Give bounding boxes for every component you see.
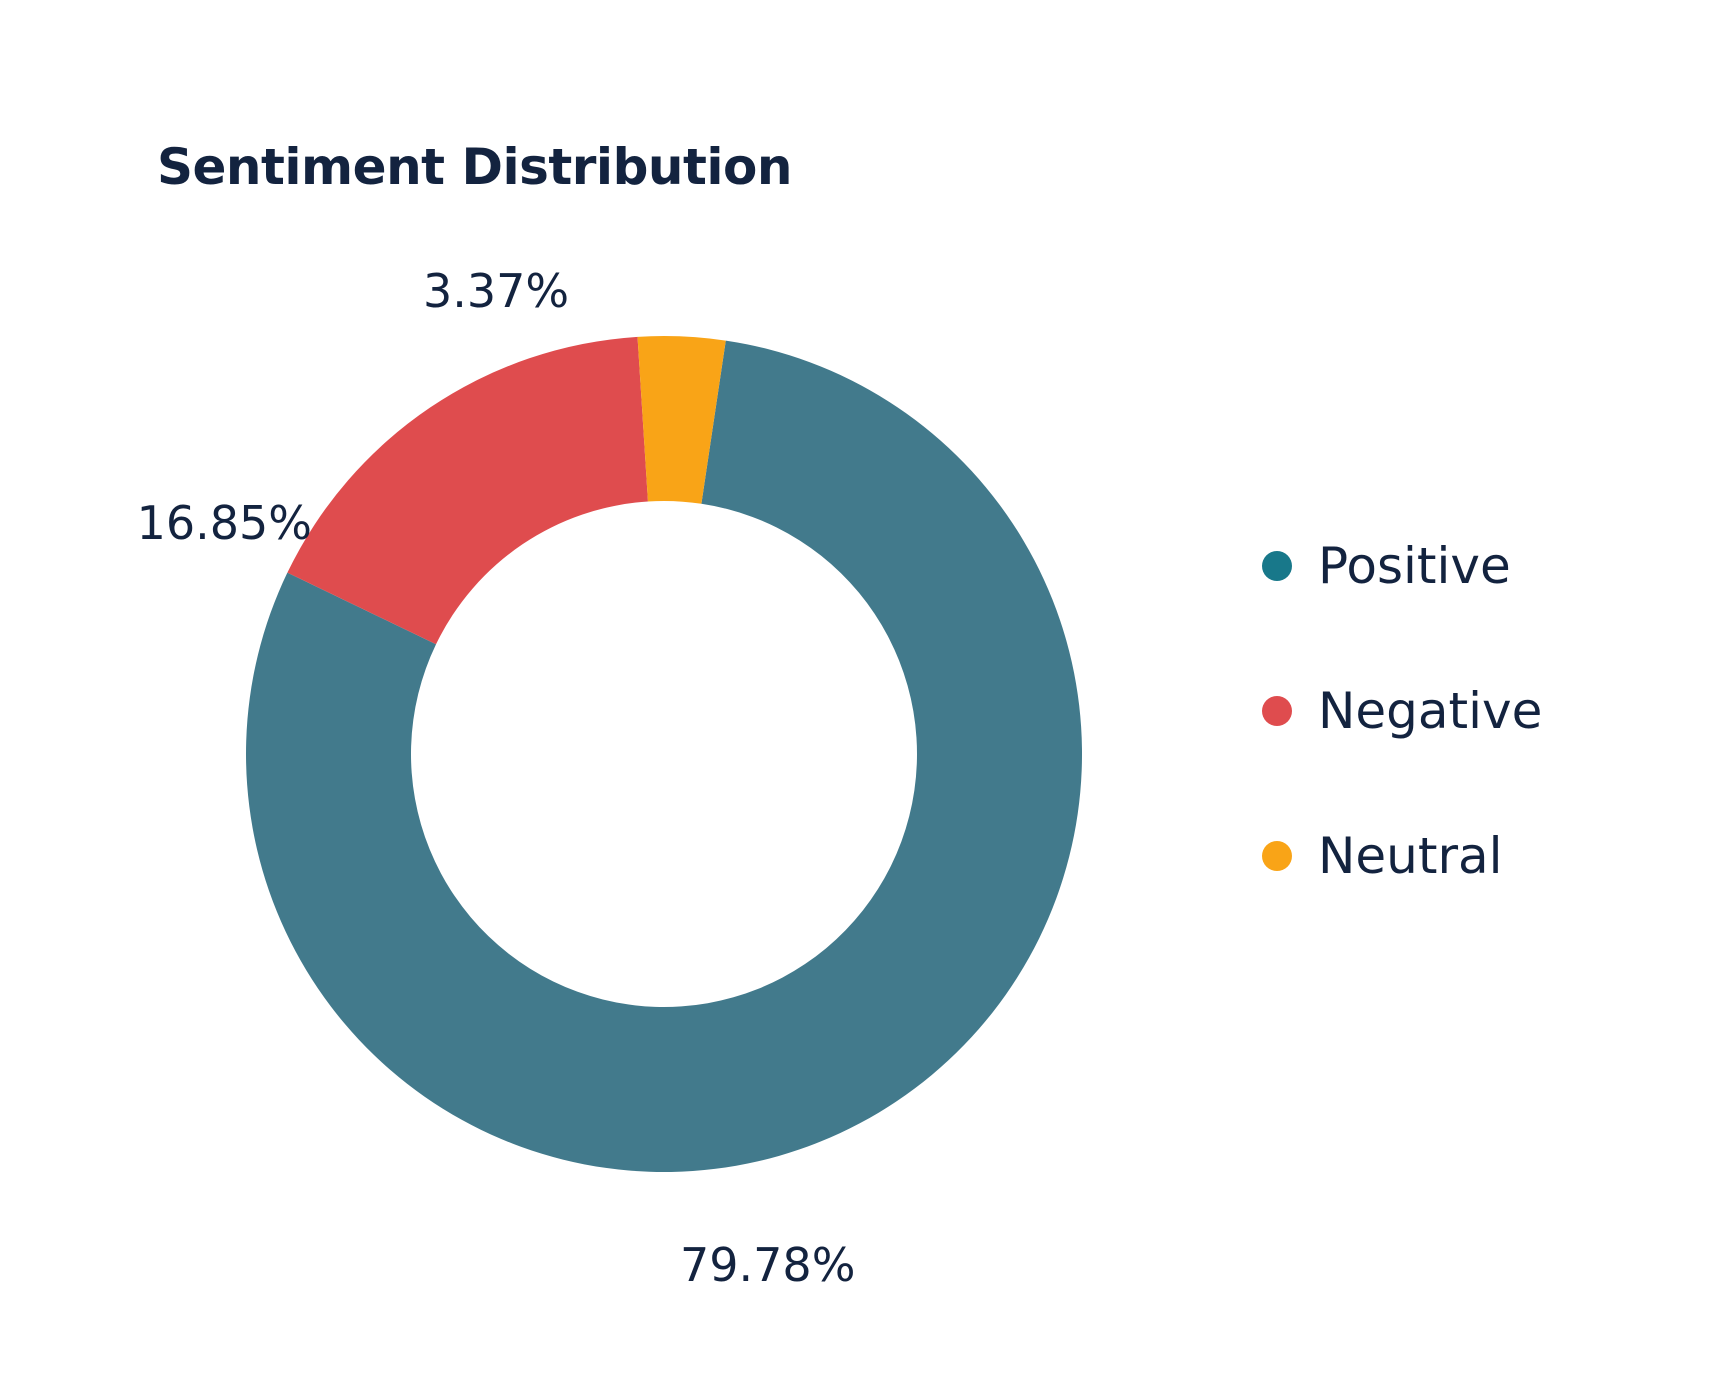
donut-slice-neutral[interactable] [637,336,726,504]
donut-slice-positive[interactable] [246,340,1083,1173]
legend: Positive Negative Neutral [1262,536,1542,971]
data-label-negative: 16.85% [137,496,312,550]
legend-item-positive[interactable]: Positive [1262,536,1542,596]
legend-label-positive: Positive [1318,537,1511,595]
data-label-positive: 79.78% [680,1238,855,1292]
data-label-neutral: 3.37% [423,264,569,318]
chart-title: Sentiment Distribution [157,138,792,196]
legend-swatch-positive [1262,551,1292,581]
legend-item-neutral[interactable]: Neutral [1262,826,1542,886]
donut-slice-negative[interactable] [287,336,648,645]
legend-swatch-neutral [1262,841,1292,871]
legend-label-negative: Negative [1318,682,1543,740]
legend-item-negative[interactable]: Negative [1262,681,1542,741]
legend-swatch-negative [1262,696,1292,726]
legend-label-neutral: Neutral [1318,827,1503,885]
